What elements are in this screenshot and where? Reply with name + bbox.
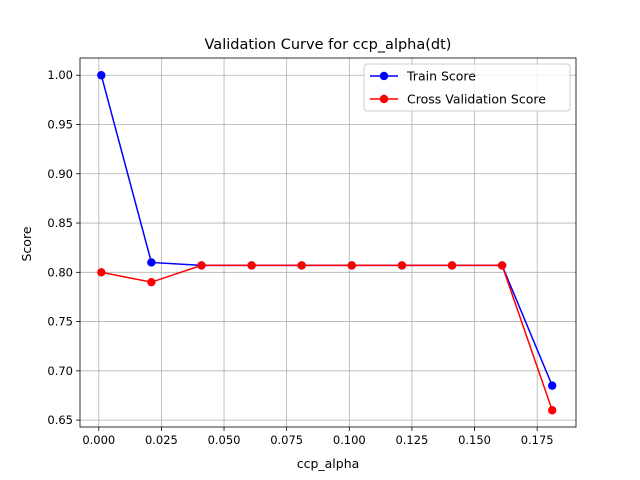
x-axis-ticks: 0.000 0.025 0.050 0.075 0.100 0.125 0.150 0.175 xyxy=(82,427,554,447)
data-point xyxy=(147,258,156,267)
data-point xyxy=(347,261,356,270)
y-tick-label: 0.85 xyxy=(47,216,73,230)
data-point xyxy=(97,71,106,80)
x-tick-label: 0.025 xyxy=(145,433,178,447)
series-cross-validation-score xyxy=(97,261,557,415)
y-tick-label: 0.80 xyxy=(47,265,73,279)
x-tick-label: 0.050 xyxy=(208,433,241,447)
data-point xyxy=(297,261,306,270)
legend-marker xyxy=(379,94,389,104)
y-axis-ticks: 0.65 0.70 0.75 0.80 0.85 0.90 0.95 1.00 xyxy=(47,68,80,427)
series-layer xyxy=(97,71,557,415)
x-tick-label: 0.075 xyxy=(270,433,303,447)
series-line xyxy=(100,75,553,386)
legend-label: Cross Validation Score xyxy=(407,92,546,107)
series-line xyxy=(101,264,553,411)
y-tick-label: 0.90 xyxy=(47,167,73,181)
legend-box xyxy=(363,63,571,112)
data-point xyxy=(397,261,407,270)
legend: Train Score Cross Validation Score xyxy=(363,63,571,112)
chart-title: Validation Curve for ccp_alpha(dt) xyxy=(205,37,452,53)
x-tick-label: 0.000 xyxy=(82,433,115,447)
legend-marker xyxy=(379,71,389,81)
data-point xyxy=(548,406,557,415)
x-tick-label: 0.150 xyxy=(458,433,491,447)
data-point xyxy=(247,261,256,270)
plot-area-frame xyxy=(79,57,577,428)
y-axis-label: Score xyxy=(19,226,34,261)
data-point xyxy=(447,261,457,270)
y-tick-label: 0.75 xyxy=(47,315,73,329)
y-tick-label: 0.70 xyxy=(47,364,73,378)
y-tick-label: 1.00 xyxy=(47,68,73,82)
data-point xyxy=(97,268,106,277)
data-point xyxy=(497,261,507,270)
y-tick-label: 0.65 xyxy=(47,413,73,427)
data-point xyxy=(197,261,206,270)
data-point xyxy=(548,381,557,390)
grid-lines xyxy=(80,58,576,427)
x-tick-label: 0.125 xyxy=(395,433,428,447)
data-point xyxy=(147,277,156,287)
x-tick-label: 0.100 xyxy=(333,433,366,447)
x-tick-label: 0.175 xyxy=(521,433,554,447)
series-train-score xyxy=(97,71,557,390)
legend-label: Train Score xyxy=(406,69,476,84)
x-axis-label: ccp_alpha xyxy=(297,456,360,471)
y-tick-label: 0.95 xyxy=(47,118,73,132)
